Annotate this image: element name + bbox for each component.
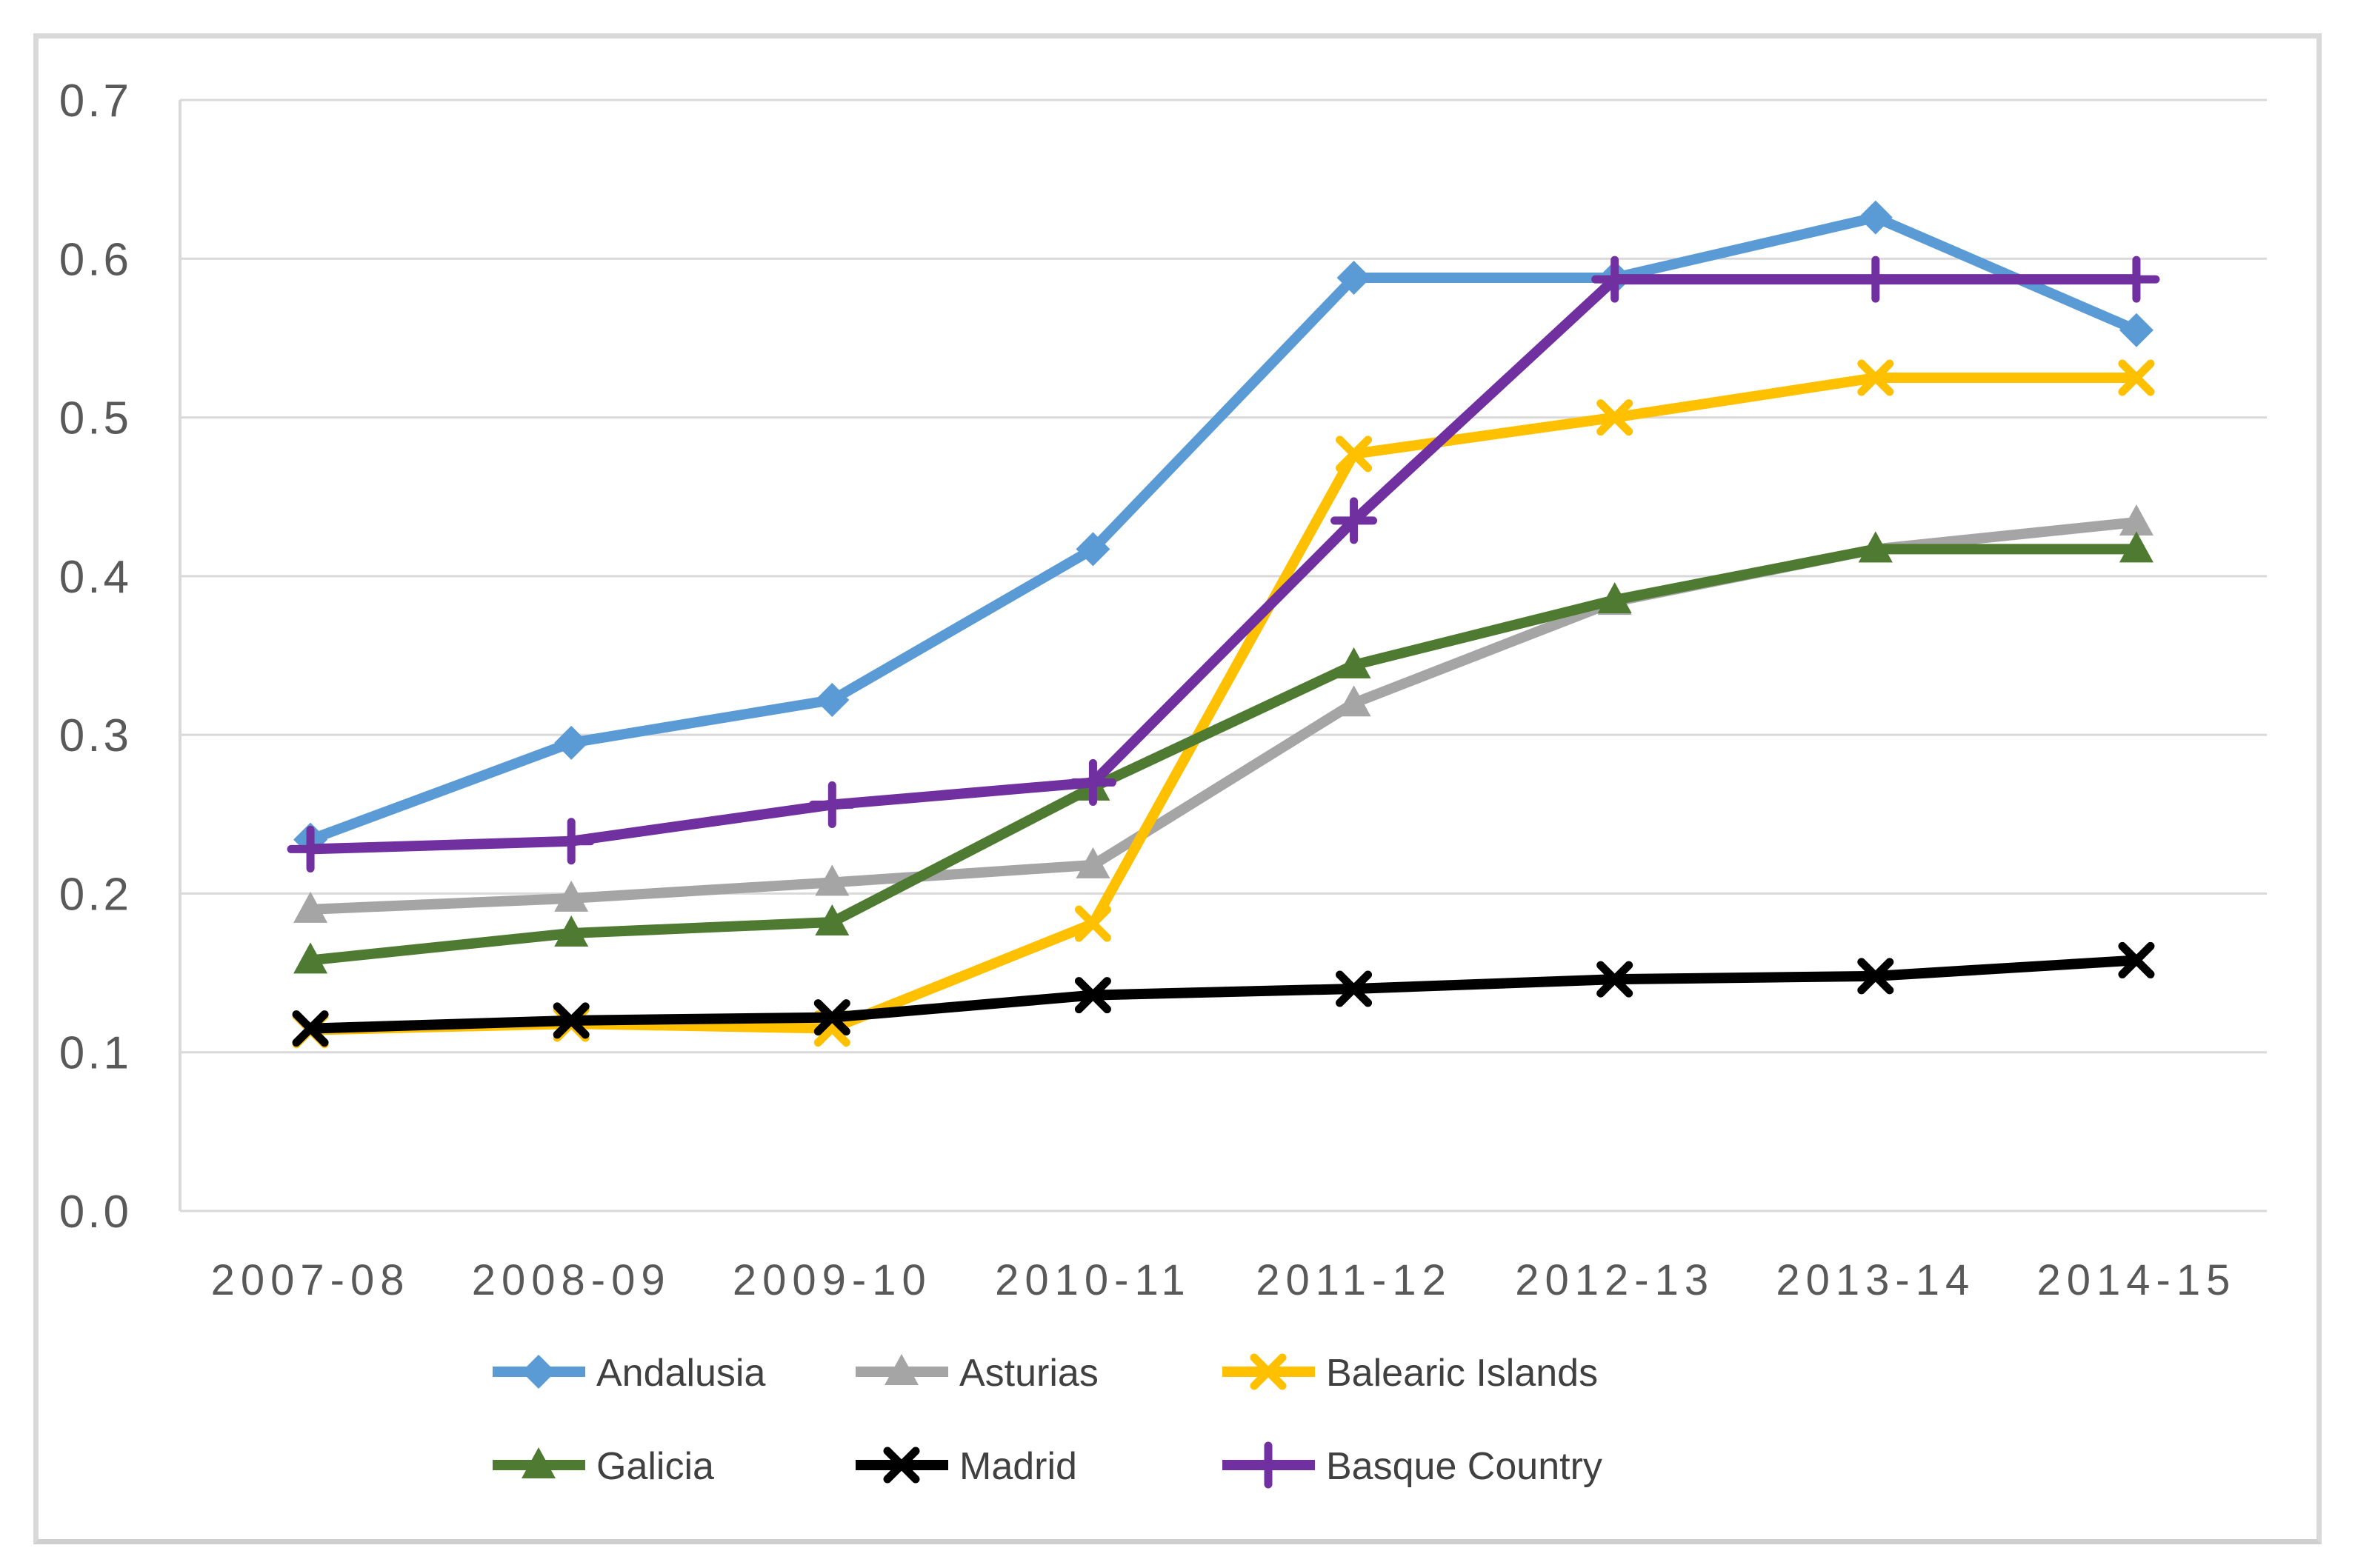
data-point-marker <box>1858 531 1893 563</box>
x-tick-label: 2007-08 <box>211 1256 410 1304</box>
legend-label: Galicia <box>596 1445 714 1488</box>
legend-marker-x-icon <box>1250 1353 1287 1390</box>
data-point-marker <box>813 999 850 1036</box>
data-point-marker <box>1852 256 1899 303</box>
x-tick-label: 2013-14 <box>1776 1256 1975 1304</box>
data-point-marker <box>1336 685 1371 717</box>
data-point-marker <box>1069 758 1116 806</box>
series-line <box>305 544 2142 966</box>
legend-label: Madrid <box>959 1445 1077 1488</box>
data-point-marker <box>1597 582 1632 613</box>
series-line <box>305 274 2142 855</box>
legend-item-andalusia: Andalusia <box>493 1352 765 1395</box>
data-point-marker <box>547 818 595 865</box>
data-point-marker <box>2119 531 2154 563</box>
chart-card: 0.0 0.1 0.2 0.3 0.4 0.5 0.6 0.7 2007-08 2008-09 20… <box>33 33 2322 1544</box>
legend-marker-triangle-icon <box>522 1447 556 1478</box>
legend-marker-diamond-icon <box>522 1355 556 1389</box>
legend-label: Andalusia <box>596 1352 765 1395</box>
y-tick-label: 0.1 <box>59 1028 132 1079</box>
data-point-marker <box>1857 359 1894 396</box>
y-tick-label: 0.0 <box>59 1187 132 1238</box>
x-tick-label: 2009-10 <box>733 1256 932 1304</box>
legend-marker-x-icon <box>883 1447 920 1484</box>
data-point-marker <box>1074 905 1111 942</box>
y-tick-label: 0.2 <box>59 869 132 920</box>
data-point-marker <box>1857 958 1894 995</box>
x-tick-label: 2014-15 <box>2037 1256 2236 1304</box>
x-tick-label: 2012-13 <box>1515 1256 1714 1304</box>
data-point-marker <box>1336 436 1373 473</box>
series-madrid <box>292 941 2155 1047</box>
data-point-marker <box>292 1010 329 1047</box>
legend-label: Basque Country <box>1326 1445 1602 1488</box>
data-point-marker <box>1591 256 1639 303</box>
data-point-marker <box>815 904 850 935</box>
line-chart: 0.0 0.1 0.2 0.3 0.4 0.5 0.6 0.7 2007-08 2008-09 20… <box>59 76 2267 1489</box>
series-basque-country <box>287 256 2160 873</box>
legend-item-madrid: Madrid <box>856 1445 1077 1488</box>
data-point-marker <box>2119 313 2154 347</box>
data-point-marker <box>2118 359 2155 396</box>
data-point-marker <box>553 1002 590 1039</box>
data-point-marker <box>1330 497 1378 544</box>
data-point-marker <box>287 825 334 873</box>
y-tick-label: 0.3 <box>59 710 132 761</box>
data-point-marker <box>554 915 589 947</box>
series-line <box>305 955 2142 1034</box>
data-point-marker <box>293 891 328 923</box>
data-point-marker <box>815 683 850 717</box>
x-tick-label: 2010-11 <box>995 1256 1191 1304</box>
data-point-marker <box>2119 504 2154 536</box>
legend-label: Balearic Islands <box>1326 1352 1598 1395</box>
data-point-marker <box>1074 977 1111 1014</box>
y-tick-label: 0.4 <box>59 552 132 603</box>
series-galicia <box>293 531 2154 974</box>
data-point-marker <box>1336 261 1371 295</box>
data-point-marker <box>1336 970 1373 1007</box>
y-tick-label: 0.5 <box>59 393 132 444</box>
data-point-marker <box>554 880 589 912</box>
data-point-marker <box>1076 532 1110 567</box>
data-point-marker <box>2118 941 2155 978</box>
series-line <box>305 517 2142 915</box>
legend-item-basque-country: Basque Country <box>1222 1441 1602 1489</box>
legend-item-galicia: Galicia <box>493 1445 714 1488</box>
data-point-marker <box>2113 256 2160 303</box>
y-tick-label: 0.7 <box>59 76 132 127</box>
data-point-marker <box>1596 961 1633 998</box>
data-point-marker <box>554 725 589 760</box>
legend-marker-plus-icon <box>1245 1441 1292 1489</box>
legend-label: Asturias <box>959 1352 1099 1395</box>
legend: Andalusia Asturias Balearic Islands Galicia… <box>493 1352 1602 1489</box>
legend-marker-triangle-icon <box>885 1354 919 1385</box>
data-point-marker <box>815 864 850 896</box>
series-line <box>305 212 2142 845</box>
x-tick-label: 2008-09 <box>472 1256 671 1304</box>
legend-item-asturias: Asturias <box>856 1352 1099 1395</box>
data-point-marker <box>293 942 328 974</box>
data-point-marker <box>1336 647 1371 678</box>
y-tick-label: 0.6 <box>59 234 132 285</box>
legend-item-balearic-islands: Balearic Islands <box>1222 1352 1598 1395</box>
data-point-marker <box>1596 399 1633 436</box>
x-tick-label: 2011-12 <box>1256 1256 1452 1304</box>
data-point-marker <box>1858 200 1893 235</box>
data-point-marker <box>1076 847 1110 878</box>
data-point-marker <box>808 781 856 828</box>
